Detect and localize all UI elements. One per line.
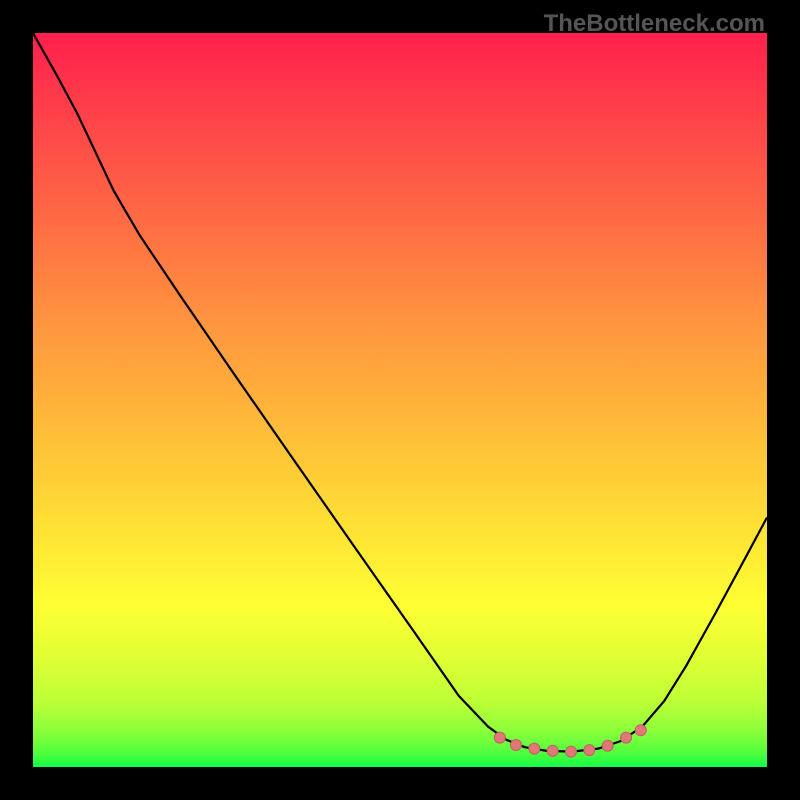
gradient-background — [33, 33, 767, 767]
plot-area — [33, 33, 767, 767]
chart-container: TheBottleneck.com — [0, 0, 800, 800]
watermark-text: TheBottleneck.com — [544, 10, 765, 38]
